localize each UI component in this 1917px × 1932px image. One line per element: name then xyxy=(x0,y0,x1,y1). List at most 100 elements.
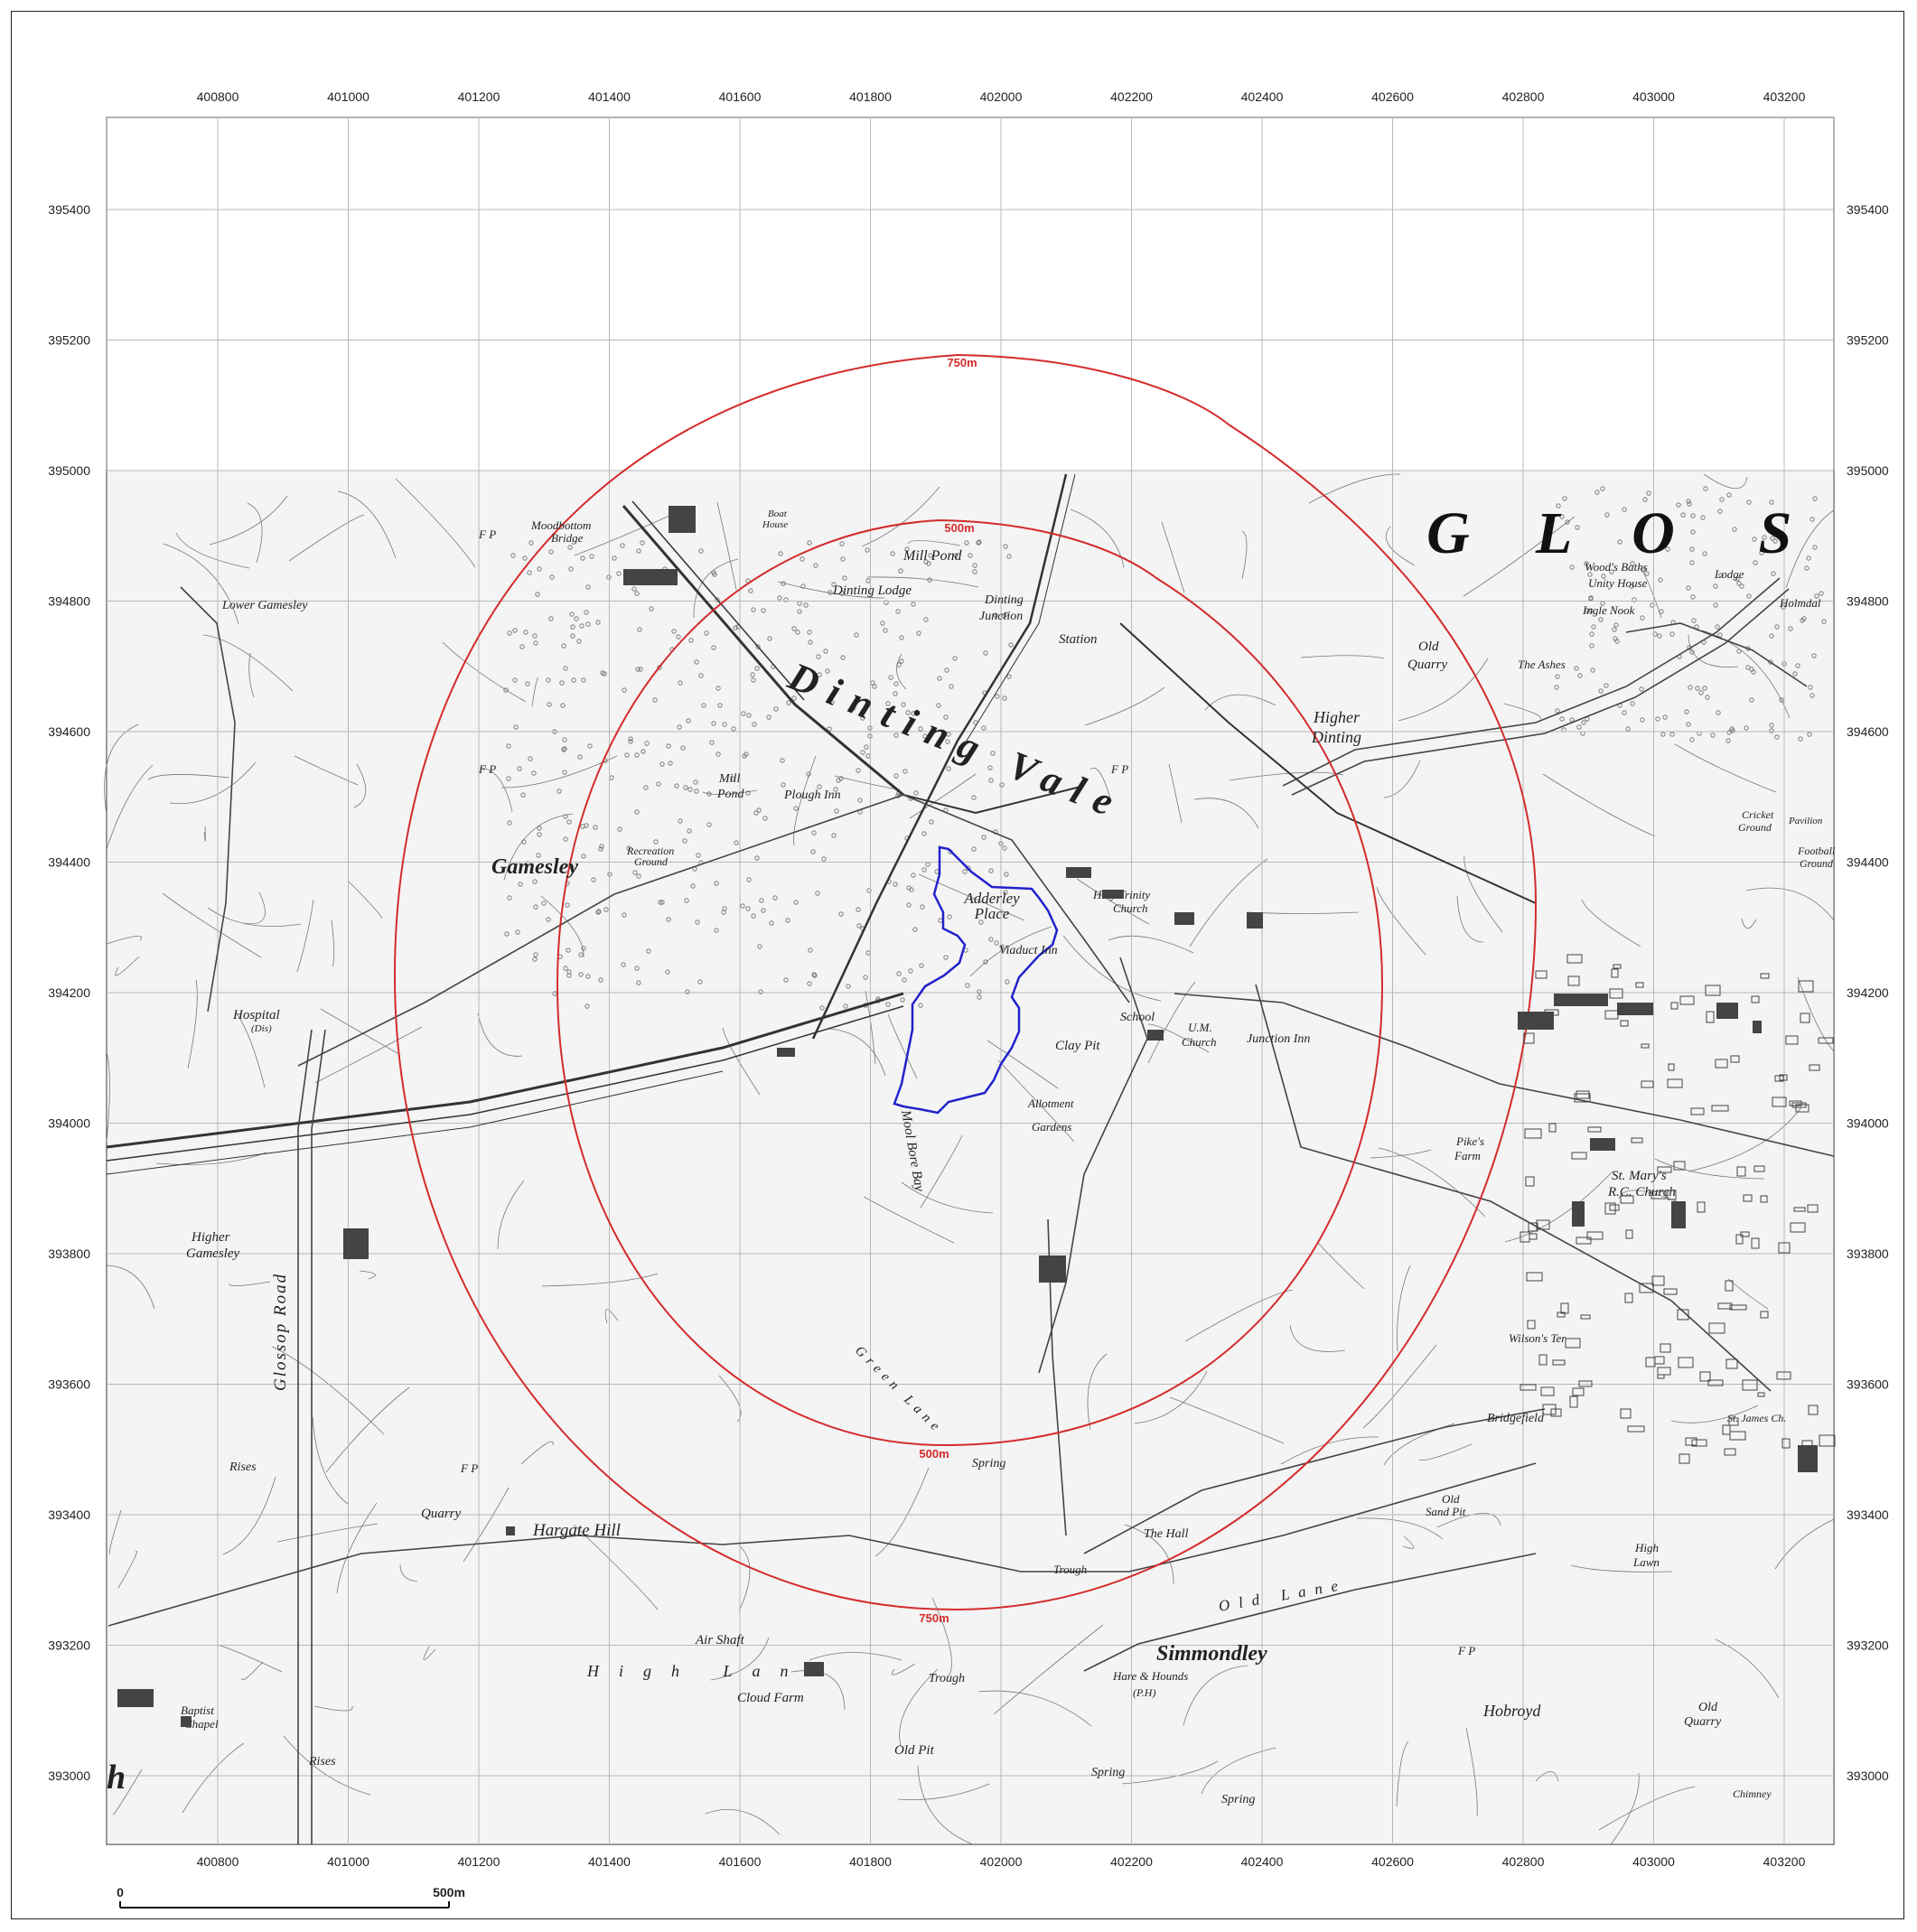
tree-symbol xyxy=(971,795,977,800)
field-boundary xyxy=(162,892,262,958)
tree-symbol xyxy=(589,554,594,559)
label-the-hall: The Hall xyxy=(1144,1527,1189,1541)
label-the-ashes: The Ashes xyxy=(1518,658,1566,671)
tree-symbol xyxy=(576,639,582,644)
tree-symbol xyxy=(1698,690,1704,695)
tree-symbol xyxy=(730,776,735,781)
tree-symbol xyxy=(821,856,827,862)
tree-symbol xyxy=(562,737,567,742)
tree-symbol xyxy=(1622,507,1627,512)
field-boundary xyxy=(229,1281,271,1286)
terrace-house xyxy=(1715,1059,1728,1069)
tree-symbol xyxy=(740,903,745,909)
terrace-house xyxy=(1641,1043,1650,1049)
tree-symbol xyxy=(1591,624,1596,630)
tree-symbol xyxy=(694,659,699,665)
tree-symbol xyxy=(885,1002,891,1007)
terrace-house xyxy=(1790,1222,1806,1233)
terrace-house xyxy=(1743,1194,1753,1202)
tree-symbol xyxy=(528,540,534,546)
tree-symbol xyxy=(999,782,1005,788)
field-boundary xyxy=(866,576,979,588)
tree-symbol xyxy=(1689,560,1695,565)
tree-symbol xyxy=(753,810,759,816)
tree-symbol xyxy=(936,703,941,708)
label-baptist-chapel-2: Chapel xyxy=(184,1717,219,1731)
terrace-house xyxy=(1645,1357,1656,1367)
terrace-house xyxy=(1740,1231,1750,1237)
field-boundary xyxy=(1300,655,1385,659)
tree-symbol xyxy=(893,681,899,686)
tree-symbol xyxy=(1589,643,1594,649)
field-boundary xyxy=(1785,509,1835,589)
label-higher-gamesley: Higher xyxy=(191,1230,230,1245)
field-boundary xyxy=(1503,703,1541,720)
tree-symbol xyxy=(658,900,663,905)
tree-symbol xyxy=(838,911,844,917)
field-boundary xyxy=(294,755,359,786)
label-unity-house: Unity House xyxy=(1588,576,1648,590)
terrace-house xyxy=(1757,1392,1765,1397)
tree-symbol xyxy=(548,549,554,555)
northing-label: 394600 xyxy=(48,724,90,739)
field-boundary xyxy=(1383,760,1421,798)
northing-label: 393200 xyxy=(1847,1638,1889,1653)
field-boundary xyxy=(899,1668,939,1747)
tree-symbol xyxy=(637,627,642,632)
tree-symbol xyxy=(895,609,901,614)
field-boundary xyxy=(1688,1106,1802,1172)
tree-symbol xyxy=(561,747,566,752)
tree-symbol xyxy=(733,625,738,630)
northing-label: 393000 xyxy=(48,1769,90,1783)
tree-symbol xyxy=(684,898,689,903)
tree-symbol xyxy=(1642,497,1648,502)
tree-symbol xyxy=(1562,496,1567,501)
tree-symbol xyxy=(846,984,851,989)
easting-label: 400800 xyxy=(197,89,239,104)
roads xyxy=(108,577,1835,1844)
field-boundary xyxy=(1570,1564,1673,1573)
label-football-ground-2: Ground xyxy=(1800,857,1834,870)
tree-symbol xyxy=(751,607,756,612)
tree-symbol xyxy=(714,881,719,886)
tree-symbol xyxy=(750,672,755,677)
field-boundary xyxy=(155,1152,267,1165)
terrace-house xyxy=(1523,1032,1535,1044)
tree-symbol xyxy=(580,555,585,561)
terrace-house xyxy=(1535,970,1548,979)
tree-symbol xyxy=(893,733,899,738)
terrace-house xyxy=(1818,1037,1834,1044)
terrace-house xyxy=(1725,1358,1738,1369)
tree-symbol xyxy=(1669,631,1675,637)
tree-symbol xyxy=(988,937,994,942)
tree-symbol xyxy=(766,714,771,720)
tree-symbol xyxy=(977,989,982,994)
label-dinting-junction: Dinting xyxy=(984,593,1024,607)
tree-symbol xyxy=(751,677,756,683)
field-boundary xyxy=(1535,1771,1559,1782)
field-boundary xyxy=(1638,567,1662,619)
tree-symbol xyxy=(1640,615,1645,621)
tree-symbol xyxy=(659,900,665,905)
tree-symbol xyxy=(926,561,931,566)
field-boundary xyxy=(1370,1149,1432,1159)
tree-symbol xyxy=(1768,659,1773,665)
field-boundary xyxy=(722,1027,761,1096)
tree-symbol xyxy=(772,895,778,901)
northing-label: 394400 xyxy=(1847,855,1889,870)
tree-symbol xyxy=(522,555,528,561)
terrace-house xyxy=(1576,1090,1590,1099)
buffer-500m-label-bottom: 500m xyxy=(919,1447,949,1461)
terrace-house xyxy=(1663,1288,1678,1295)
field-boundary xyxy=(1396,1741,1409,1807)
tree-symbol xyxy=(1641,567,1646,573)
northing-label: 393600 xyxy=(48,1377,90,1392)
tree-symbol xyxy=(756,807,762,813)
tree-symbol xyxy=(1717,632,1723,638)
terrace-house xyxy=(1819,1434,1836,1447)
label-old-quarry-se: Old xyxy=(1698,1701,1718,1714)
terrace-house xyxy=(1604,1202,1616,1215)
field-boundary xyxy=(1193,798,1259,829)
tree-symbol xyxy=(1687,501,1692,507)
field-boundary xyxy=(993,1624,1104,1715)
